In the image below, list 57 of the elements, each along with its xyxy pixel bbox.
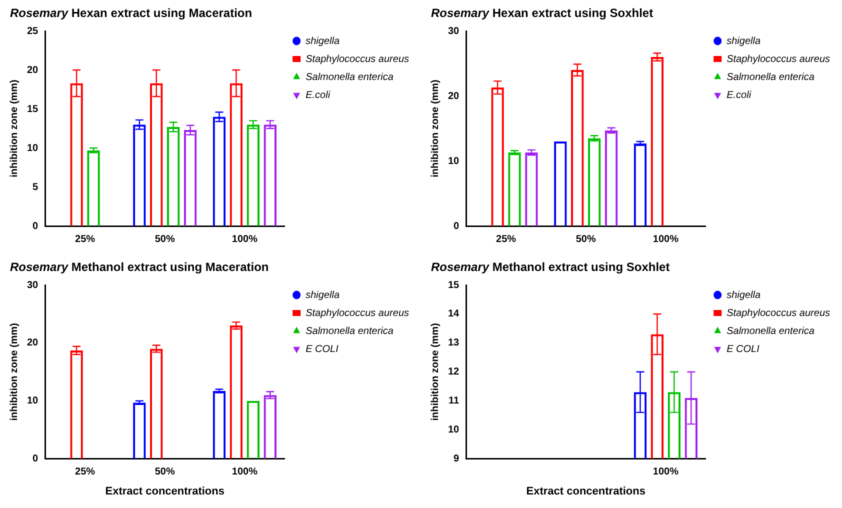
y-tick-label: 20: [27, 338, 39, 349]
legend-label: shigella: [306, 36, 340, 47]
legend-label: Staphylococcus aureus: [726, 308, 830, 319]
x-axis-title: Extract concentrations: [526, 485, 646, 498]
x-tick-label: 25%: [496, 234, 516, 245]
x-tick-label: 50%: [154, 234, 175, 245]
x-tick-label: 25%: [75, 466, 96, 478]
chart-title: Rosemary Methanol extract using Maceration: [10, 260, 270, 276]
y-tick-label: 20: [448, 90, 460, 102]
legend-label: Staphylococcus aureus: [306, 308, 410, 319]
legend-label: E.coli: [726, 90, 752, 101]
chart-title: Rosemary Methanol extract using Soxhlet: [431, 260, 671, 276]
x-tick-label: 100%: [652, 466, 679, 478]
legend-label: shigella: [726, 36, 761, 47]
y-axis-title: inhibition zone (mm): [8, 323, 20, 421]
chart-title: Rosemary Hexan extract using Soxhlet: [431, 6, 654, 22]
y-tick-label: 20: [27, 64, 39, 76]
x-tick-label: 50%: [576, 234, 596, 245]
y-tick-label: 15: [27, 104, 39, 115]
y-tick-label: 12: [448, 366, 460, 378]
y-tick-label: 5: [32, 182, 39, 193]
x-tick-label: 100%: [232, 466, 258, 478]
legend-label: Salmonella enterica: [306, 326, 394, 337]
y-axis-title: inhibition zone (mm): [8, 80, 20, 178]
y-tick-label: 30: [27, 280, 39, 291]
y-tick-label: 0: [32, 454, 39, 465]
y-tick-label: 13: [448, 338, 460, 349]
y-tick-label: 15: [448, 280, 460, 291]
y-tick-label: 10: [448, 156, 460, 167]
y-axis-title: inhibition zone (mm): [430, 323, 441, 421]
legend-label: Salmonella enterica: [726, 72, 815, 83]
x-tick-label: 100%: [232, 234, 258, 245]
y-tick-label: 10: [27, 142, 39, 154]
y-tick-label: 30: [448, 26, 460, 37]
y-tick-label: 9: [454, 454, 460, 465]
legend-label: Salmonella enterica: [726, 326, 815, 337]
legend-label: shigella: [726, 290, 761, 301]
legend-label: E COLI: [726, 344, 760, 355]
y-tick-label: 10: [27, 396, 39, 407]
y-tick-label: 11: [448, 396, 460, 407]
y-tick-label: 0: [32, 220, 39, 232]
legend-label: Staphylococcus aureus: [726, 54, 830, 65]
x-tick-label: 25%: [75, 234, 96, 245]
y-axis-title: inhibition zone (mm): [430, 80, 441, 178]
y-tick-label: 14: [448, 308, 460, 320]
legend-label: Salmonella enterica: [306, 72, 394, 83]
legend-label: E.coli: [306, 90, 331, 101]
legend-label: Staphylococcus aureus: [306, 54, 410, 65]
x-axis-title: Extract concentrations: [105, 485, 224, 498]
x-tick-label: 100%: [652, 234, 679, 245]
x-tick-label: 50%: [154, 466, 175, 478]
legend-label: E COLI: [306, 344, 339, 355]
legend-label: shigella: [306, 290, 340, 301]
chart-title: Rosemary Hexan extract using Maceration: [10, 6, 254, 22]
y-tick-label: 10: [448, 424, 460, 436]
y-tick-label: 25: [27, 26, 39, 37]
y-tick-label: 0: [454, 220, 460, 232]
